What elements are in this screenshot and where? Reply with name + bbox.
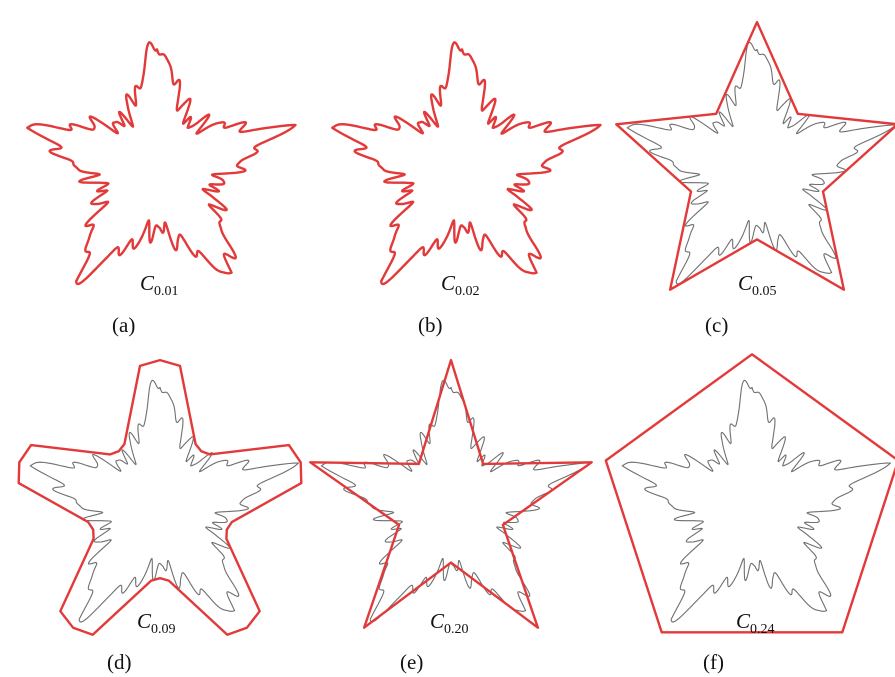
original-contour-e xyxy=(320,379,591,623)
curve-label-d: C0.09 xyxy=(137,609,176,637)
approximation-curve-c xyxy=(615,20,895,291)
panel-c xyxy=(615,20,895,291)
curve-label-e: C0.20 xyxy=(430,609,469,637)
approximation-curve-b xyxy=(331,41,602,286)
curve-label-a: C0.01 xyxy=(140,271,179,299)
original-contour-c xyxy=(626,41,895,285)
panel-b xyxy=(331,41,602,286)
original-contour-b xyxy=(331,41,602,285)
approximation-curve-d xyxy=(17,358,303,636)
panel-d xyxy=(17,358,303,636)
approximation-curve-a xyxy=(26,41,297,286)
panel-label-c: (c) xyxy=(705,313,728,337)
approximation-curve-f xyxy=(604,353,895,634)
panel-label-d: (d) xyxy=(107,650,132,674)
curve-label-b: C0.02 xyxy=(441,271,480,299)
panel-label-e: (e) xyxy=(400,650,423,674)
curve-label-f: C0.24 xyxy=(736,609,775,637)
curve-label-c: C0.05 xyxy=(738,271,777,299)
original-contour-d xyxy=(29,379,300,623)
original-contour-a xyxy=(26,41,297,285)
panel-label-a: (a) xyxy=(112,313,135,337)
approximation-curve-e xyxy=(309,358,593,629)
panel-a xyxy=(26,41,297,286)
panel-f xyxy=(604,353,895,634)
panel-e xyxy=(309,358,593,629)
panel-label-f: (f) xyxy=(703,650,724,674)
original-contour-f xyxy=(621,379,892,623)
panel-label-b: (b) xyxy=(418,313,443,337)
